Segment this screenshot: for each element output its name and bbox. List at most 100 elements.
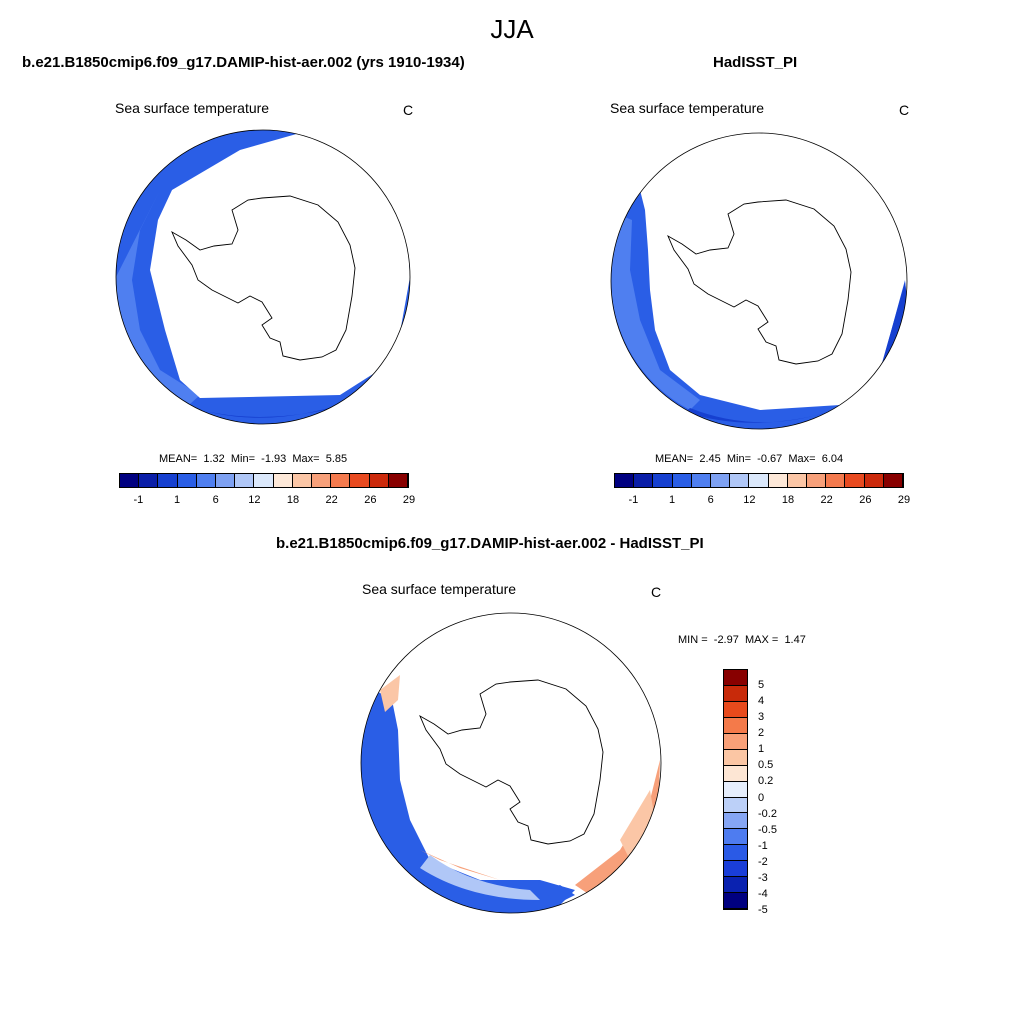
colorbar-tick-label: -1 (628, 494, 639, 506)
colorbar-swatch (216, 474, 236, 487)
colorbar-swatch (350, 474, 370, 487)
diff-min-label: MIN = (678, 634, 708, 646)
colorbar-swatch (730, 474, 750, 487)
colorbar-swatch (388, 474, 409, 487)
colorbar-swatch (235, 474, 255, 487)
colorbar-tick-label: 12 (248, 494, 261, 506)
colorbar-swatch (807, 474, 827, 487)
colorbar-tick-label: 5 (758, 679, 765, 692)
colorbar-swatch (883, 474, 904, 487)
model-min-label: Min= (230, 453, 256, 465)
colorbar-swatch (672, 474, 692, 487)
colorbar-swatch (724, 733, 747, 750)
colorbar-swatch (724, 685, 747, 702)
colorbar-tick-label: 22 (325, 494, 338, 506)
colorbar-swatch (749, 474, 769, 487)
diff-stats: MIN = -2.97 MAX = 1.47 (678, 634, 806, 646)
colorbar-tick-label: 18 (781, 494, 795, 506)
colorbar-swatch (724, 861, 747, 878)
colorbar-swatch (615, 474, 635, 487)
model-mean-value: 1.32 (203, 453, 225, 465)
diff-colorbar-labels: 5 4 3 2 1 0.5 0.2 0 -0.2 -0.5 -1 -2 -3 -4 -5 (758, 669, 808, 916)
colorbar-tick-label: -2 (758, 855, 768, 868)
colorbar-swatch (724, 893, 747, 910)
diff-max-value: 1.47 (784, 634, 806, 646)
colorbar-tick-label: 0 (758, 791, 765, 804)
model-panel-title: b.e21.B1850cmip6.f09_g17.DAMIP-hist-aer.… (22, 54, 465, 71)
colorbar-swatch (273, 474, 293, 487)
colorbar-tick-label: -4 (758, 887, 768, 900)
colorbar-swatch (724, 765, 747, 782)
diff-units-label: C (651, 584, 662, 600)
colorbar-tick-label: 29 (402, 494, 416, 506)
colorbar-tick-label: 0.5 (758, 759, 774, 772)
diff-panel-title: b.e21.B1850cmip6.f09_g17.DAMIP-hist-aer.… (276, 535, 704, 552)
colorbar-swatch (724, 877, 747, 894)
antarctica-coastline (667, 199, 852, 365)
antarctica-coastline (171, 195, 356, 361)
colorbar-swatch (724, 717, 747, 734)
model-stats: MEAN= 1.32 Min= -1.93 Max= 5.85 (159, 453, 347, 465)
obs-min-label: Min= (726, 453, 752, 465)
colorbar-swatch (787, 474, 808, 487)
colorbar-swatch (724, 845, 747, 862)
obs-min-value: -0.67 (757, 453, 783, 465)
model-max-label: Max= (292, 453, 320, 465)
colorbar-swatch (711, 474, 731, 487)
antarctica-coastline (419, 679, 604, 845)
colorbar-tick-label: 2 (758, 727, 765, 740)
colorbar-tick-label: -3 (758, 871, 768, 884)
colorbar-swatch (724, 670, 747, 686)
model-variable-label: Sea surface temperature (115, 100, 270, 116)
obs-mean-label: MEAN= (655, 453, 694, 465)
colorbar-swatch (177, 474, 197, 487)
obs-colorbar-labels: -1 1 6 12 18 22 26 29 (614, 494, 910, 508)
colorbar-tick-label: 26 (364, 494, 377, 506)
obs-colorbar (614, 473, 904, 488)
colorbar-tick-label: -1 (758, 839, 768, 852)
colorbar-swatch (312, 474, 332, 487)
colorbar-tick-label: 0.2 (758, 775, 774, 788)
colorbar-swatch (691, 474, 712, 487)
colorbar-swatch (139, 474, 159, 487)
colorbar-swatch (369, 474, 389, 487)
obs-variable-label: Sea surface temperature (610, 100, 765, 116)
diff-colorbar (723, 669, 748, 910)
colorbar-tick-label: 4 (758, 695, 765, 708)
colorbar-swatch (120, 474, 140, 487)
colorbar-tick-label: -0.2 (758, 807, 777, 820)
colorbar-tick-label: 1 (668, 494, 676, 506)
colorbar-tick-label: -5 (758, 904, 768, 916)
colorbar-swatch (196, 474, 217, 487)
colorbar-tick-label: -1 (133, 494, 144, 506)
colorbar-swatch (254, 474, 274, 487)
colorbar-swatch (724, 813, 747, 830)
colorbar-tick-label: 6 (212, 494, 219, 506)
colorbar-swatch (864, 474, 884, 487)
colorbar-tick-label: 1 (173, 494, 181, 506)
colorbar-tick-label: 29 (897, 494, 911, 506)
colorbar-tick-label: 1 (758, 743, 765, 756)
colorbar-swatch (724, 797, 747, 814)
colorbar-tick-label: 12 (743, 494, 756, 506)
colorbar-swatch (724, 781, 747, 798)
model-units-label: C (403, 102, 414, 118)
colorbar-swatch (768, 474, 788, 487)
colorbar-tick-label: 18 (286, 494, 300, 506)
diff-min-value: -2.97 (713, 634, 739, 646)
colorbar-swatch (724, 829, 747, 846)
model-min-value: -1.93 (261, 453, 287, 465)
figure-title: JJA (490, 14, 534, 44)
colorbar-tick-label: 6 (707, 494, 714, 506)
obs-mean-value: 2.45 (699, 453, 721, 465)
colorbar-swatch (653, 474, 673, 487)
colorbar-swatch (292, 474, 313, 487)
diff-variable-label: Sea surface temperature (362, 581, 517, 597)
colorbar-tick-label: -0.5 (758, 823, 777, 836)
colorbar-swatch (845, 474, 865, 487)
model-mean-label: MEAN= (159, 453, 198, 465)
obs-panel-title: HadISST_PI (713, 54, 798, 71)
colorbar-tick-label: 3 (758, 711, 765, 724)
